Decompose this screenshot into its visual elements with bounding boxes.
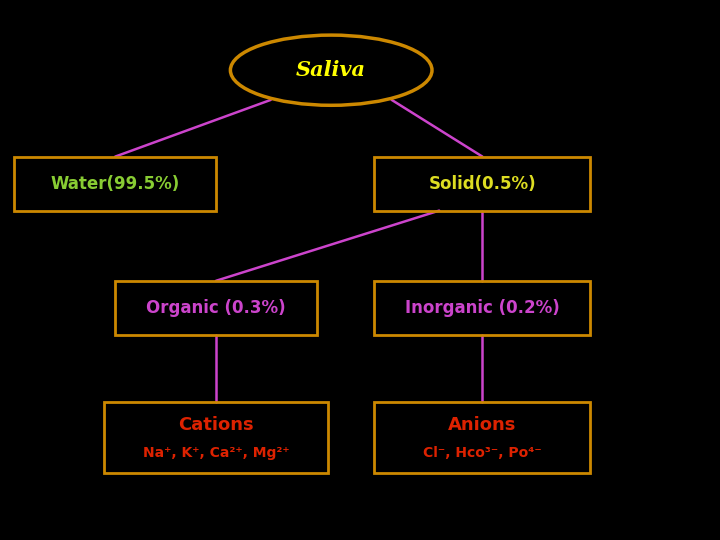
Text: Saliva: Saliva bbox=[296, 60, 366, 80]
Text: Cl⁻, Hco³⁻, Po⁴⁻: Cl⁻, Hco³⁻, Po⁴⁻ bbox=[423, 446, 541, 460]
Text: Inorganic (0.2%): Inorganic (0.2%) bbox=[405, 299, 559, 317]
Text: Solid(0.5%): Solid(0.5%) bbox=[428, 174, 536, 193]
Text: Water(99.5%): Water(99.5%) bbox=[50, 174, 180, 193]
Text: Organic (0.3%): Organic (0.3%) bbox=[146, 299, 286, 317]
Text: Cations: Cations bbox=[178, 416, 254, 434]
Text: Na⁺, K⁺, Ca²⁺, Mg²⁺: Na⁺, K⁺, Ca²⁺, Mg²⁺ bbox=[143, 446, 289, 460]
Text: Anions: Anions bbox=[449, 416, 516, 434]
